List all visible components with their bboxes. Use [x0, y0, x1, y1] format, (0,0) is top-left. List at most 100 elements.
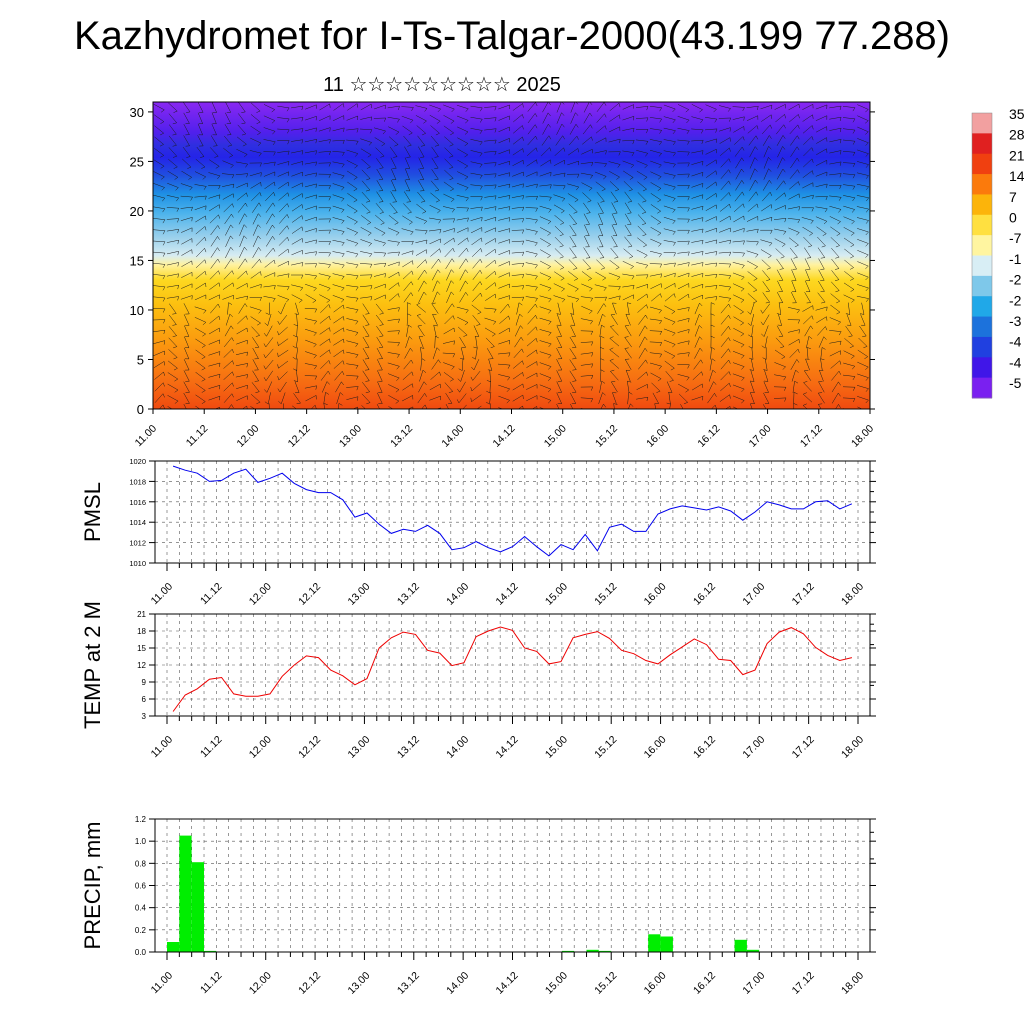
- wind-arrow: [333, 338, 344, 346]
- wind-arrow: [388, 384, 400, 390]
- colorbar-label: -7: [1009, 230, 1022, 246]
- wind-barb: [494, 106, 497, 111]
- wind-arrow: [304, 239, 317, 244]
- wind-arrow: [511, 218, 524, 220]
- wind-arrow: [764, 358, 768, 371]
- wind-arrow: [460, 370, 465, 382]
- wind-barb: [572, 380, 577, 382]
- wind-barb: [287, 182, 290, 187]
- wind-arrow: [403, 203, 412, 213]
- wind-barb: [243, 224, 247, 228]
- wind-arrow: [442, 206, 455, 210]
- wind-barb: [355, 365, 359, 369]
- wind-barb: [747, 311, 751, 315]
- wind-barb: [465, 258, 469, 263]
- wind-barb: [434, 178, 439, 181]
- wind-barb: [644, 165, 648, 169]
- wind-arrow: [361, 169, 371, 179]
- wind-arrow: [856, 206, 869, 210]
- colorbar-frame: [971, 112, 993, 399]
- wind-arrow: [457, 137, 469, 144]
- wind-arrow: [705, 138, 717, 143]
- precip-bar: [660, 936, 673, 952]
- wind-arrow: [677, 272, 690, 278]
- wind-arrow: [277, 105, 290, 109]
- wind-arrow: [154, 393, 164, 403]
- wind-arrow: [223, 270, 233, 280]
- wind-arrow: [195, 282, 206, 290]
- wind-arrow: [691, 383, 703, 391]
- wind-arrow: [554, 248, 564, 257]
- wind-arrow: [498, 395, 510, 401]
- wind-barb: [479, 153, 483, 157]
- wind-arrow: [847, 302, 851, 315]
- wind-arrow: [195, 327, 206, 335]
- wind-barb: [852, 141, 856, 145]
- wind-barb: [286, 107, 290, 112]
- wind-barb: [755, 254, 759, 258]
- wind-arrow: [459, 336, 466, 348]
- wind-arrow: [278, 192, 288, 201]
- wind-barb: [328, 252, 331, 257]
- wind-arrow: [624, 202, 632, 214]
- wind-arrow: [761, 114, 772, 122]
- wind-arrow: [815, 160, 827, 166]
- wind-arrow: [775, 337, 785, 347]
- wind-arrow: [802, 182, 814, 189]
- wind-arrow: [704, 285, 718, 288]
- wind-arrow: [225, 314, 231, 326]
- wind-arrow: [443, 228, 455, 233]
- wind-arrow: [705, 296, 717, 299]
- y-tick-label: 1010: [129, 559, 146, 568]
- wind-barb: [642, 188, 647, 192]
- wind-arrow: [539, 317, 552, 322]
- wind-arrow: [718, 239, 731, 243]
- wind-arrow: [555, 135, 563, 146]
- wind-arrow: [649, 330, 662, 332]
- wind-barb: [448, 391, 453, 393]
- wind-barb: [646, 410, 648, 413]
- colorbar-swatch: [972, 174, 992, 195]
- wind-arrow: [432, 291, 438, 304]
- wind-barb: [241, 133, 246, 136]
- wind-barb: [315, 228, 317, 233]
- wind-barb: [549, 184, 552, 189]
- wind-arrow: [636, 293, 648, 302]
- wind-barb: [769, 242, 773, 247]
- wind-arrow: [415, 229, 428, 231]
- x-tick-label: 15.12: [592, 581, 619, 608]
- wind-arrow: [554, 147, 564, 156]
- wind-barb: [742, 107, 745, 112]
- wind-barb: [782, 168, 786, 173]
- wind-arrow: [663, 262, 676, 265]
- wind-barb: [575, 124, 579, 128]
- wind-arrow: [583, 102, 590, 113]
- wind-arrow: [265, 370, 274, 381]
- wind-barb: [812, 195, 814, 200]
- wind-arrow: [805, 358, 810, 371]
- wind-barb: [379, 313, 384, 315]
- wind-arrow: [581, 149, 593, 155]
- wind-barb: [630, 266, 634, 270]
- wind-arrow: [842, 139, 856, 142]
- wind-barb: [438, 359, 441, 364]
- wind-barb: [669, 380, 674, 382]
- wind-barb: [644, 348, 648, 352]
- wind-arrow: [790, 258, 797, 270]
- wind-barb: [823, 221, 828, 225]
- wind-arrow: [237, 202, 246, 213]
- wind-arrow: [816, 316, 827, 324]
- x-tick-label: 18.00: [849, 423, 876, 450]
- wind-barb: [659, 320, 662, 325]
- wind-arrow: [816, 137, 827, 144]
- wind-arrow: [318, 252, 331, 254]
- wind-arrow: [168, 337, 178, 347]
- wind-barb: [314, 263, 318, 268]
- wind-barb: [613, 403, 618, 405]
- wind-barb: [866, 175, 869, 179]
- wind-arrow: [446, 280, 452, 292]
- wind-barb: [494, 151, 497, 156]
- wind-arrow: [470, 161, 483, 165]
- wind-arrow: [856, 295, 869, 299]
- wind-arrow: [361, 191, 371, 202]
